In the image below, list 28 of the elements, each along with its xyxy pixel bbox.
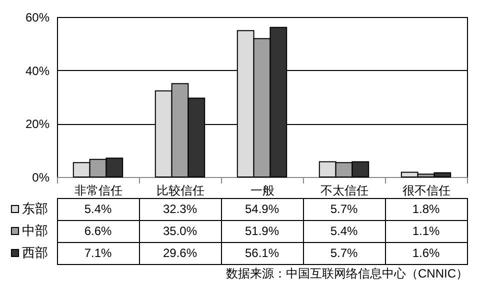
- y-tick-label: 60%: [25, 10, 50, 24]
- data-label: 5.7%: [330, 246, 358, 260]
- data-label: 5.4%: [84, 202, 112, 216]
- data-label: 1.1%: [412, 224, 440, 238]
- data-label: 7.1%: [84, 246, 112, 260]
- data-label: 32.3%: [162, 202, 198, 216]
- x-tick-label: 非常信任: [74, 184, 122, 198]
- legend-label: 西部: [22, 245, 48, 260]
- data-label: 1.6%: [412, 246, 440, 260]
- data-label: 5.4%: [330, 224, 358, 238]
- data-label: 56.1%: [244, 246, 280, 260]
- data-label: 29.6%: [162, 246, 198, 260]
- data-label: 6.6%: [84, 224, 112, 238]
- y-tick-label: 20%: [25, 117, 50, 132]
- x-tick-label: 不太信任: [320, 184, 368, 198]
- data-label: 54.9%: [244, 202, 280, 216]
- data-label: 5.7%: [330, 202, 358, 216]
- data-label: 1.8%: [412, 202, 440, 216]
- legend-label: 中部: [22, 223, 48, 238]
- data-label: 51.9%: [244, 224, 280, 238]
- x-tick-label: 一般: [250, 184, 274, 198]
- data-label: 35.0%: [162, 224, 198, 238]
- legend-label: 东部: [22, 201, 48, 216]
- x-tick-label: 很不信任: [402, 184, 450, 198]
- y-tick-label: 0%: [32, 170, 50, 184]
- y-tick-label: 40%: [25, 64, 50, 78]
- source-note: 数据来源：中国互联网络信息中心（CNNIC）: [226, 266, 468, 280]
- x-tick-label: 比较信任: [156, 184, 204, 198]
